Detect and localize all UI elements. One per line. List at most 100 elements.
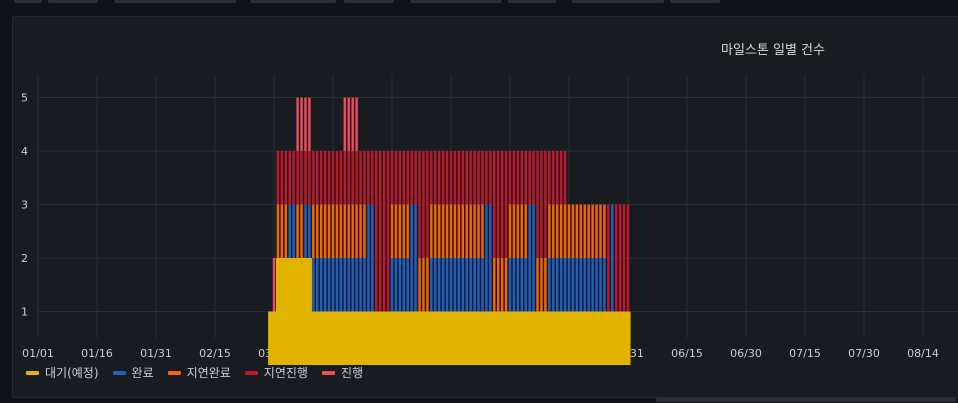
bar-segment — [527, 311, 533, 365]
bar-segment — [308, 151, 311, 205]
bar-segment — [611, 204, 614, 312]
bar-segment — [421, 311, 427, 365]
legend-item[interactable]: 대기(예정) — [26, 364, 99, 381]
bar-segment — [536, 151, 539, 258]
bar-segment — [591, 204, 594, 258]
bar-segment — [268, 311, 273, 365]
bar-segment — [469, 151, 472, 205]
bar-segment — [508, 258, 512, 312]
bar-segment — [539, 311, 545, 365]
legend-item[interactable]: 진행 — [321, 364, 363, 381]
legend-item[interactable]: 완료 — [112, 364, 154, 381]
bar-segment — [339, 258, 343, 312]
bar-segment — [394, 151, 398, 205]
bar-segment — [386, 311, 391, 365]
bar-segment — [390, 151, 394, 205]
bar-segment — [378, 311, 383, 365]
bar-segment — [296, 97, 299, 151]
bar-segment — [426, 258, 429, 312]
bar-segment — [570, 311, 576, 365]
bar-segment — [512, 151, 516, 205]
bar-segment — [434, 204, 437, 258]
bar-segment — [477, 204, 480, 258]
bar-segment — [587, 258, 590, 312]
bar-segment — [323, 311, 328, 365]
bar-segment — [536, 258, 539, 312]
bar-segment — [304, 97, 307, 151]
bar-segment — [417, 311, 423, 365]
bar-segment — [528, 204, 531, 312]
bar-segment — [390, 311, 395, 365]
bar-segment — [316, 258, 319, 312]
x-tick-label: 07/30 — [848, 347, 880, 360]
bar-segment — [409, 311, 415, 365]
bar-segment — [512, 258, 516, 312]
bar-segment — [563, 151, 567, 205]
bar-segment — [457, 151, 461, 205]
bar-segment — [622, 311, 627, 365]
bar-segment — [445, 204, 449, 258]
bar-segment — [465, 204, 468, 258]
bar-segment — [331, 204, 335, 258]
bar-segment — [342, 311, 348, 365]
bar-segment — [606, 311, 611, 365]
bar-segment — [397, 311, 403, 365]
bar-segment — [500, 258, 504, 312]
bar-segment — [449, 258, 453, 312]
bar-segment — [386, 151, 390, 312]
x-tick-label: 06/15 — [671, 347, 703, 360]
bar-segment — [430, 204, 433, 258]
bar-segment — [334, 311, 340, 365]
bar-segment — [292, 151, 295, 205]
bar-segment — [610, 311, 615, 365]
bar-segment — [567, 311, 572, 365]
bar-segment — [430, 258, 433, 312]
bar-segment — [445, 258, 449, 312]
bar-segment — [363, 204, 366, 258]
bar-segment — [288, 151, 291, 205]
legend-swatch — [321, 370, 335, 375]
bar-segment — [485, 151, 488, 205]
bar-segment — [481, 204, 484, 258]
bar-segment — [288, 204, 291, 258]
x-tick-label: 01/31 — [140, 347, 172, 360]
horizontal-scrollbar[interactable] — [656, 398, 956, 402]
bar-segment — [552, 151, 555, 205]
bar-segment — [374, 311, 379, 365]
bar-segment — [567, 258, 571, 312]
bar-segment — [299, 258, 305, 365]
bar-segment — [343, 204, 347, 258]
bar-segment — [307, 258, 312, 365]
legend-label: 지연진행 — [263, 366, 308, 380]
bar-segment — [323, 204, 327, 258]
bar-segment — [516, 151, 520, 205]
bar-segment — [519, 311, 525, 365]
bar-segment — [524, 204, 527, 258]
legend-swatch — [244, 370, 258, 375]
bar-segment — [555, 204, 559, 258]
bar-segment — [359, 258, 362, 312]
bar-segment — [275, 258, 281, 365]
bar-segment — [614, 204, 618, 312]
bar-segment — [591, 258, 594, 312]
x-tick-label: 08/14 — [907, 347, 939, 360]
bar-segment — [457, 204, 461, 258]
bar-segment — [362, 311, 368, 365]
bar-segment — [358, 311, 364, 365]
bar-segment — [390, 258, 394, 312]
bar-segment — [335, 258, 339, 312]
bar-segment — [590, 311, 596, 365]
bar-segment — [441, 204, 445, 258]
bar-segment — [515, 311, 521, 365]
bar-segment — [398, 151, 402, 205]
bar-segment — [350, 311, 356, 365]
bar-segment — [390, 204, 394, 258]
legend-item[interactable]: 지연완료 — [167, 364, 231, 381]
bar-segment — [279, 258, 285, 365]
bar-segment — [464, 311, 470, 365]
bar-segment — [280, 204, 284, 258]
bar-segment — [555, 151, 559, 205]
bar-segment — [430, 151, 433, 205]
legend-item[interactable]: 지연진행 — [244, 364, 308, 381]
bar-segment — [304, 151, 307, 205]
